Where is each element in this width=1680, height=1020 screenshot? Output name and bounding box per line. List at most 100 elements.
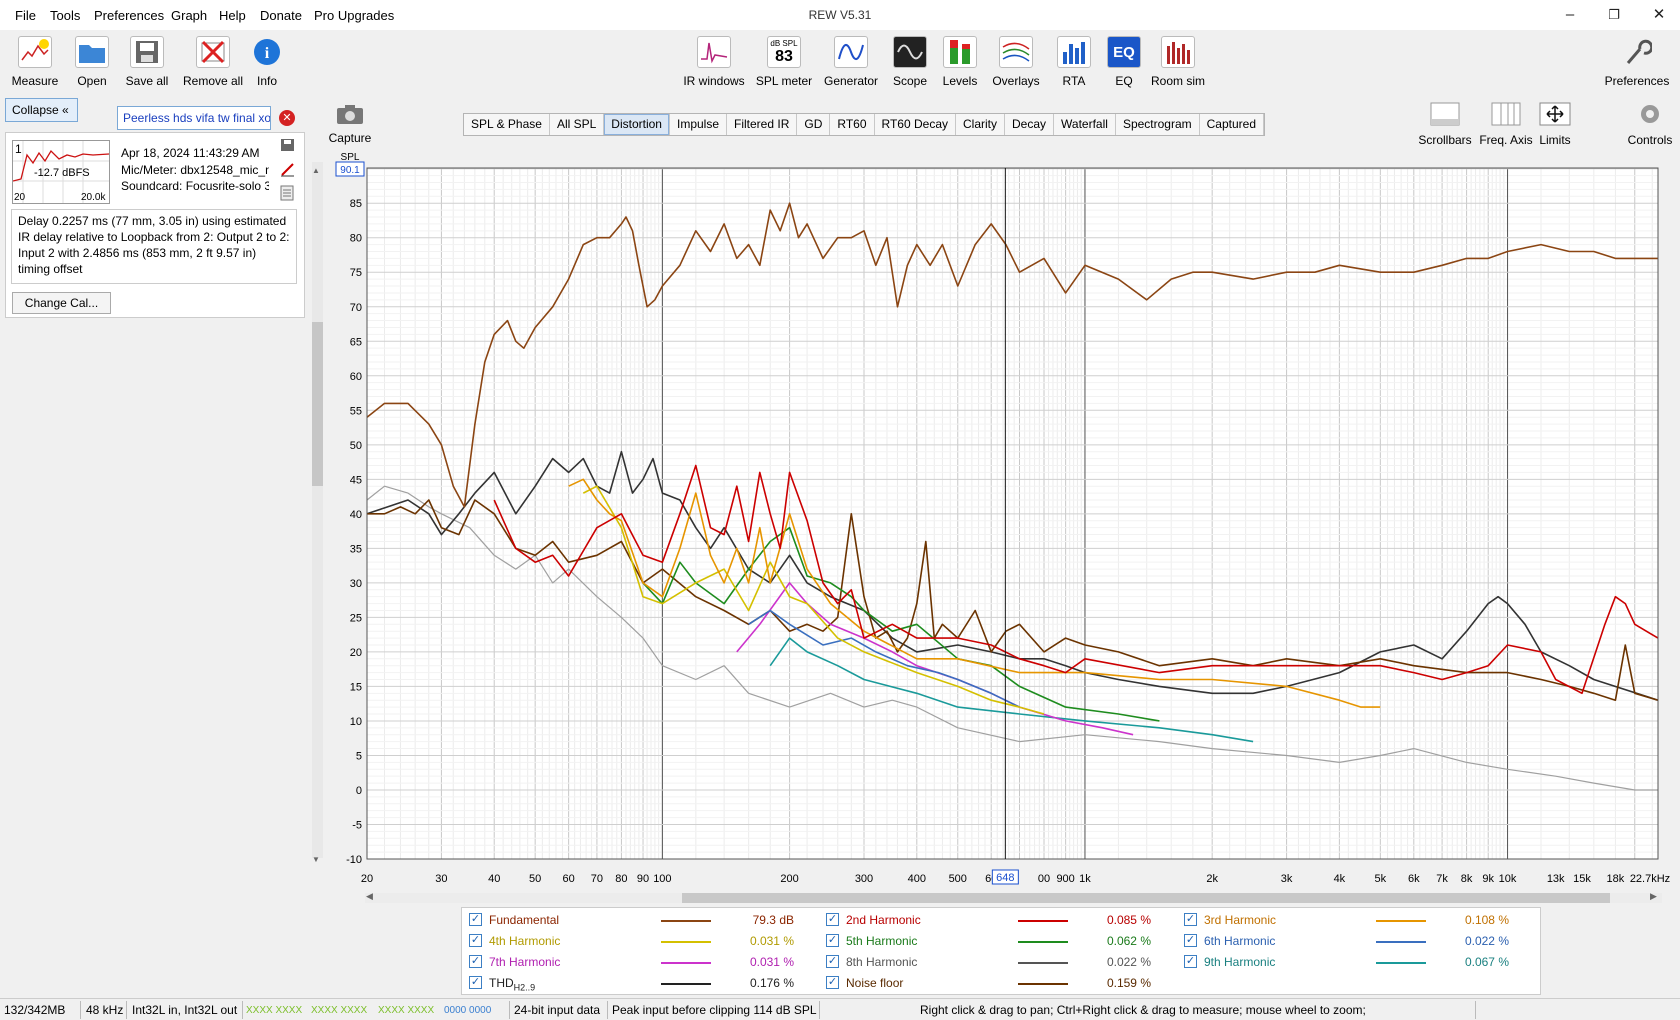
distortion-graph[interactable]: -10 -5 0 5 10 15 20 25 30 35 40 45 50 55 60 65 70 75 80 85 2… (0, 0, 1680, 910)
menu-donate[interactable]: Donate (260, 8, 302, 23)
legend-swatch (1376, 920, 1426, 922)
spl-meter-label: SPL meter (755, 74, 813, 88)
menu-preferences[interactable]: Preferences (94, 8, 165, 23)
legend-name: 5th Harmonic (846, 934, 917, 948)
ir-windows-icon (697, 36, 731, 68)
info-button[interactable]: i Info (250, 36, 284, 88)
scope-button[interactable]: Scope (890, 36, 930, 88)
measure-button[interactable]: Measure (10, 36, 60, 88)
tab-spl-phase[interactable]: SPL & Phase (464, 114, 550, 135)
legend-item-4th-harmonic: ✓ 4th Harmonic 0.031 % (469, 931, 819, 951)
collapse-button[interactable]: Collapse « (5, 98, 78, 122)
tab-gd[interactable]: GD (797, 114, 831, 135)
graph-scroll-thumb[interactable] (682, 893, 1610, 903)
tab-spectrogram[interactable]: Spectrogram (1116, 114, 1200, 135)
tab-all-spl[interactable]: All SPL (550, 114, 605, 135)
tab-waterfall[interactable]: Waterfall (1054, 114, 1116, 135)
rta-button[interactable]: RTA (1054, 36, 1094, 88)
remove-all-button[interactable]: Remove all (182, 36, 244, 88)
y-tick-label: 85 (350, 198, 362, 210)
generator-button[interactable]: Generator (822, 36, 880, 88)
legend-item-7th-harmonic: ✓ 7th Harmonic 0.031 % (469, 952, 819, 972)
legend-checkbox[interactable]: ✓ (826, 913, 839, 926)
limits-label: Limits (1539, 133, 1571, 147)
legend-checkbox[interactable]: ✓ (1184, 913, 1197, 926)
x-tick-label: 500 (949, 873, 967, 885)
notes-icon[interactable] (280, 185, 294, 201)
capture-button[interactable]: Capture (328, 103, 372, 145)
levels-button[interactable]: Levels (940, 36, 980, 88)
measurement-name-field[interactable]: Peerless hds vifa tw final xo (117, 106, 271, 130)
tab-rt60-decay[interactable]: RT60 Decay (875, 114, 956, 135)
legend-checkbox[interactable]: ✓ (469, 934, 482, 947)
left-panel-scrollbar[interactable] (312, 162, 323, 858)
legend-checkbox[interactable]: ✓ (469, 913, 482, 926)
legend-item-8th-harmonic: ✓ 8th Harmonic 0.022 % (826, 952, 1176, 972)
tab-captured[interactable]: Captured (1200, 114, 1265, 135)
legend-value: 0.022 % (1464, 934, 1509, 948)
legend-checkbox[interactable]: ✓ (826, 955, 839, 968)
legend-value: 0.031 % (749, 934, 794, 948)
pen-icon[interactable] (280, 161, 296, 177)
legend-checkbox[interactable]: ✓ (826, 976, 839, 989)
tab-impulse[interactable]: Impulse (670, 114, 728, 135)
controls-button[interactable]: Controls (1622, 101, 1678, 147)
tab-clarity[interactable]: Clarity (956, 114, 1006, 135)
freq-axis-button[interactable]: Freq. Axis (1478, 101, 1534, 147)
legend-swatch (1018, 962, 1068, 964)
cursor-readout: 648 (996, 872, 1014, 884)
menu-tools[interactable]: Tools (50, 8, 81, 23)
scroll-right-icon[interactable]: ▶ (1650, 891, 1657, 901)
measure-label: Measure (11, 74, 59, 88)
menu-graph[interactable]: Graph (171, 8, 208, 23)
limits-icon (1538, 101, 1572, 127)
legend-checkbox[interactable]: ✓ (469, 976, 482, 989)
close-icon[interactable]: ✕ (1652, 6, 1666, 23)
legend-item-2nd-harmonic: ✓ 2nd Harmonic 0.085 % (826, 910, 1176, 930)
series-8th-harmonic (366, 485, 1658, 791)
scrollbars-icon (1428, 101, 1462, 127)
y-tick-label: 25 (350, 612, 362, 624)
menubar: File Tools Preferences Graph Help Donate… (0, 0, 1680, 30)
ir-windows-button[interactable]: IR windows (682, 36, 746, 88)
legend-name: 7th Harmonic (489, 955, 560, 969)
preferences-label: Preferences (1604, 74, 1670, 88)
legend-checkbox[interactable]: ✓ (1184, 934, 1197, 947)
info-icon: i (250, 36, 284, 68)
legend-checkbox[interactable]: ✓ (826, 934, 839, 947)
menu-pro-upgrades[interactable]: Pro Upgrades (314, 8, 395, 23)
legend-swatch (1018, 983, 1068, 985)
eq-button[interactable]: EQ EQ (1104, 36, 1144, 88)
legend-checkbox[interactable]: ✓ (1184, 955, 1197, 968)
change-cal-button[interactable]: Change Cal... (12, 292, 111, 314)
left-panel-scroll-thumb[interactable] (312, 322, 323, 486)
menu-help[interactable]: Help (219, 8, 246, 23)
tab-distortion[interactable]: Distortion (604, 114, 670, 135)
save-all-button[interactable]: Save all (124, 36, 170, 88)
remove-measurement-icon[interactable]: ✕ (279, 110, 295, 126)
restore-icon[interactable]: ❐ (1608, 7, 1620, 22)
preferences-button[interactable]: Preferences (1603, 36, 1671, 88)
scroll-left-icon[interactable]: ◀ (366, 891, 373, 901)
minimize-icon[interactable]: – (1565, 6, 1575, 23)
measurement-date: Apr 18, 2024 11:43:29 AM (121, 146, 260, 160)
tab-rt60[interactable]: RT60 (830, 114, 875, 135)
room-sim-button[interactable]: Room sim (1148, 36, 1208, 88)
legend-checkbox[interactable]: ✓ (469, 955, 482, 968)
x-tick-label: 3k (1281, 873, 1293, 885)
scroll-up-icon[interactable]: ▲ (312, 166, 320, 175)
spl-meter-button[interactable]: dB SPL 83 SPL meter (752, 36, 816, 88)
overlays-button[interactable]: Overlays (990, 36, 1042, 88)
tab-decay[interactable]: Decay (1005, 114, 1055, 135)
scrollbars-button[interactable]: Scrollbars (1417, 101, 1473, 147)
measurement-thumbnail[interactable] (12, 140, 110, 204)
open-button[interactable]: Open (72, 36, 112, 88)
menu-file[interactable]: File (15, 8, 36, 23)
scroll-down-icon[interactable]: ▼ (312, 855, 320, 864)
limits-button[interactable]: Limits (1536, 101, 1574, 147)
x-tick-label: 9k (1482, 873, 1494, 885)
tab-filtered-ir[interactable]: Filtered IR (727, 114, 798, 135)
legend-name-text: 8th Harmonic (846, 955, 918, 969)
save-measurement-icon[interactable] (280, 138, 296, 152)
legend-item-9th-harmonic: ✓ 9th Harmonic 0.067 % (1184, 952, 1534, 972)
